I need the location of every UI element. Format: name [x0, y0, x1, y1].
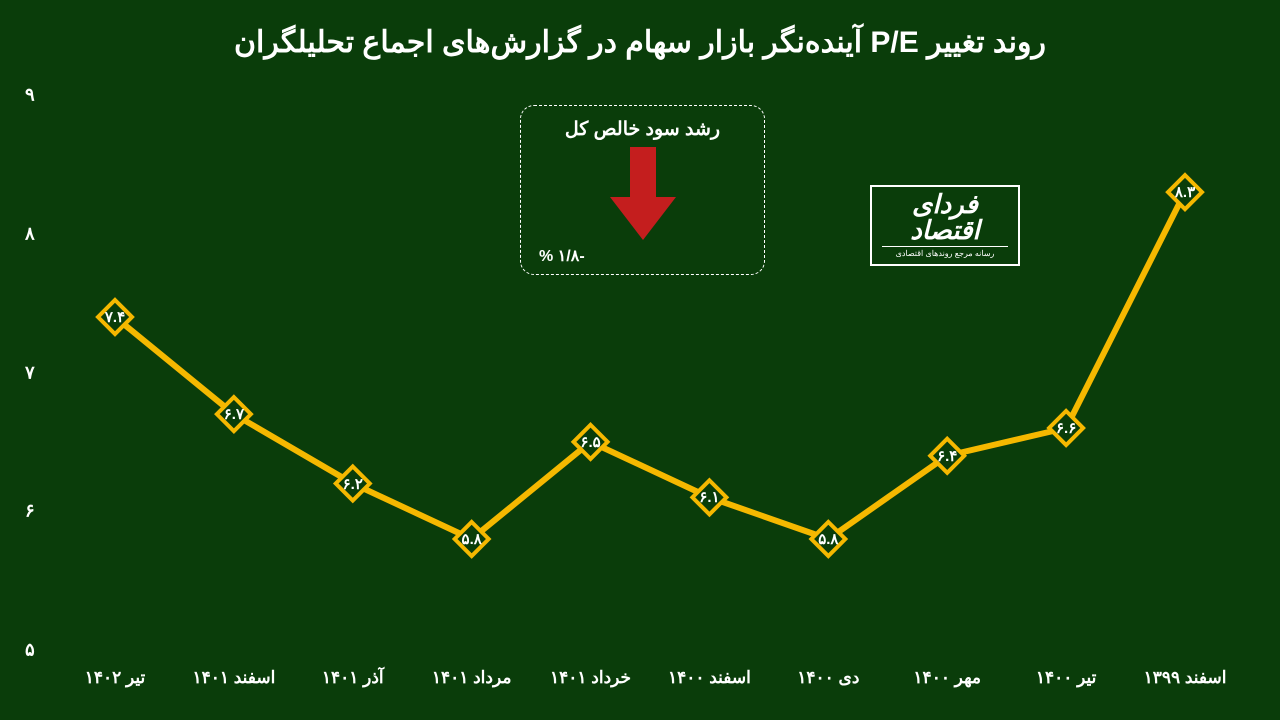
x-axis-tick: تیر ۱۴۰۲ [85, 668, 146, 688]
x-axis-tick: اسفند ۱۳۹۹ [1144, 668, 1227, 688]
x-axis-tick: تیر ۱۴۰۰ [1036, 668, 1097, 688]
x-axis-tick: مهر ۱۴۰۰ [913, 668, 981, 688]
x-axis-tick: مرداد ۱۴۰۱ [432, 668, 512, 688]
chart-title: روند تغییر P/E آینده‌نگر بازار سهام در گ… [0, 25, 1280, 60]
y-axis-tick: ۶ [25, 501, 35, 522]
logo-main-text: فردای اقتصاد [882, 191, 1008, 243]
y-axis-tick: ۹ [25, 85, 35, 106]
x-axis-tick: آذر ۱۴۰۱ [322, 668, 384, 688]
x-axis-tick: اسفند ۱۴۰۱ [192, 668, 275, 688]
down-arrow-icon [608, 147, 678, 242]
y-axis-tick: ۷ [25, 362, 35, 383]
x-axis-tick: دی ۱۴۰۰ [797, 668, 859, 688]
logo-sub-text: رسانه مرجع روندهای اقتصادی [882, 246, 1008, 258]
brand-logo: فردای اقتصاد رسانه مرجع روندهای اقتصادی [870, 185, 1020, 266]
y-axis-tick: ۵ [25, 640, 35, 661]
y-axis-tick: ۸ [25, 223, 35, 244]
callout-title: رشد سود خالص کل [539, 118, 746, 141]
callout-value: -۱/۸ % [539, 246, 746, 266]
x-axis-tick: خرداد ۱۴۰۱ [550, 668, 631, 688]
growth-callout: رشد سود خالص کل -۱/۸ % [520, 105, 765, 275]
x-axis-tick: اسفند ۱۴۰۰ [668, 668, 751, 688]
